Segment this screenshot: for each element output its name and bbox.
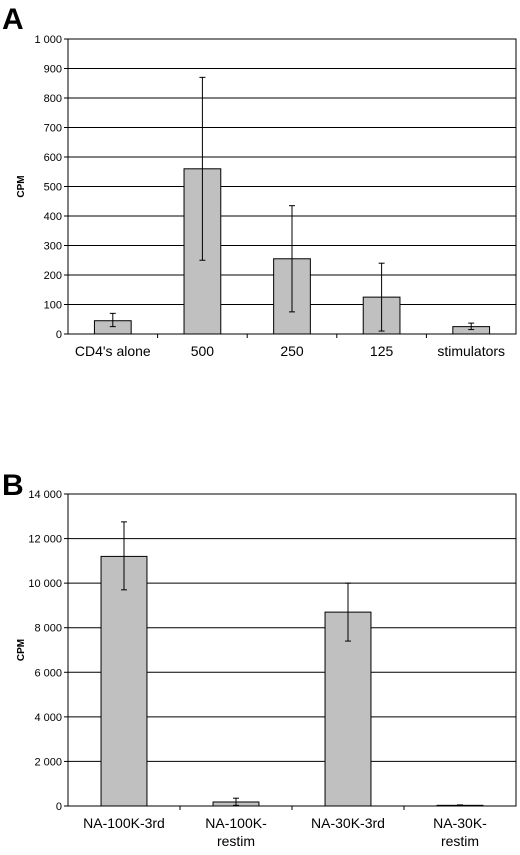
y-tick-label: 800 [44, 93, 62, 105]
y-tick-label: 0 [56, 801, 62, 813]
y-tick-label: 14 000 [28, 489, 62, 501]
y-tick-label: 2 000 [34, 756, 62, 768]
y-tick-label: 10 000 [28, 578, 62, 590]
y-tick-label: 900 [44, 64, 62, 76]
y-tick-label: 400 [44, 211, 62, 223]
chart-a: 0 100 200 300 400 500 600 700 800 900 1 000 CPM CD4'… [16, 34, 517, 359]
category-label: 250 [280, 343, 304, 359]
category-label: NA-30K- [433, 815, 487, 831]
error-bar [378, 262, 385, 332]
y-tick-label: 200 [44, 270, 62, 282]
error-bar [233, 797, 239, 806]
panel-letter: A [2, 3, 24, 36]
bar [324, 611, 372, 807]
y-tick-label: 0 [56, 329, 62, 341]
error-bar [457, 804, 463, 807]
category-label: 125 [370, 343, 394, 359]
y-tick-label: 100 [44, 300, 62, 312]
error-bar [289, 205, 295, 313]
y-tick-label: 300 [44, 241, 62, 253]
chart-b: 0 2 000 4 000 6 000 8 000 10 000 12 000 14 000 C… [16, 489, 517, 849]
bar [100, 555, 148, 807]
y-tick-label: 12 000 [28, 534, 62, 546]
category-label: stimulators [437, 343, 505, 359]
error-bar [121, 521, 127, 591]
error-bar [468, 322, 475, 331]
error-bar [345, 582, 351, 642]
y-tick-label: 500 [44, 182, 62, 194]
y-tick-label: 600 [44, 152, 62, 164]
category-label: NA-100K- [205, 815, 267, 831]
y-tick-label: 1 000 [34, 34, 62, 46]
error-bar [109, 312, 116, 328]
category-label: CD4's alone [75, 343, 151, 359]
y-tick-label: 8 000 [34, 623, 62, 635]
error-bar [199, 76, 206, 261]
category-label: NA-30K-3rd [311, 815, 385, 831]
y-tick-label: 4 000 [34, 712, 62, 724]
category-label: 500 [191, 343, 215, 359]
panel-letter: B [2, 469, 24, 502]
y-tick-label: 700 [44, 123, 62, 135]
y-axis-label: CPM [16, 175, 27, 197]
category-label: restim [441, 833, 479, 849]
category-label: NA-100K-3rd [83, 815, 165, 831]
category-label: restim [217, 833, 255, 849]
y-axis-label: CPM [16, 639, 27, 661]
y-tick-label: 6 000 [34, 667, 62, 679]
